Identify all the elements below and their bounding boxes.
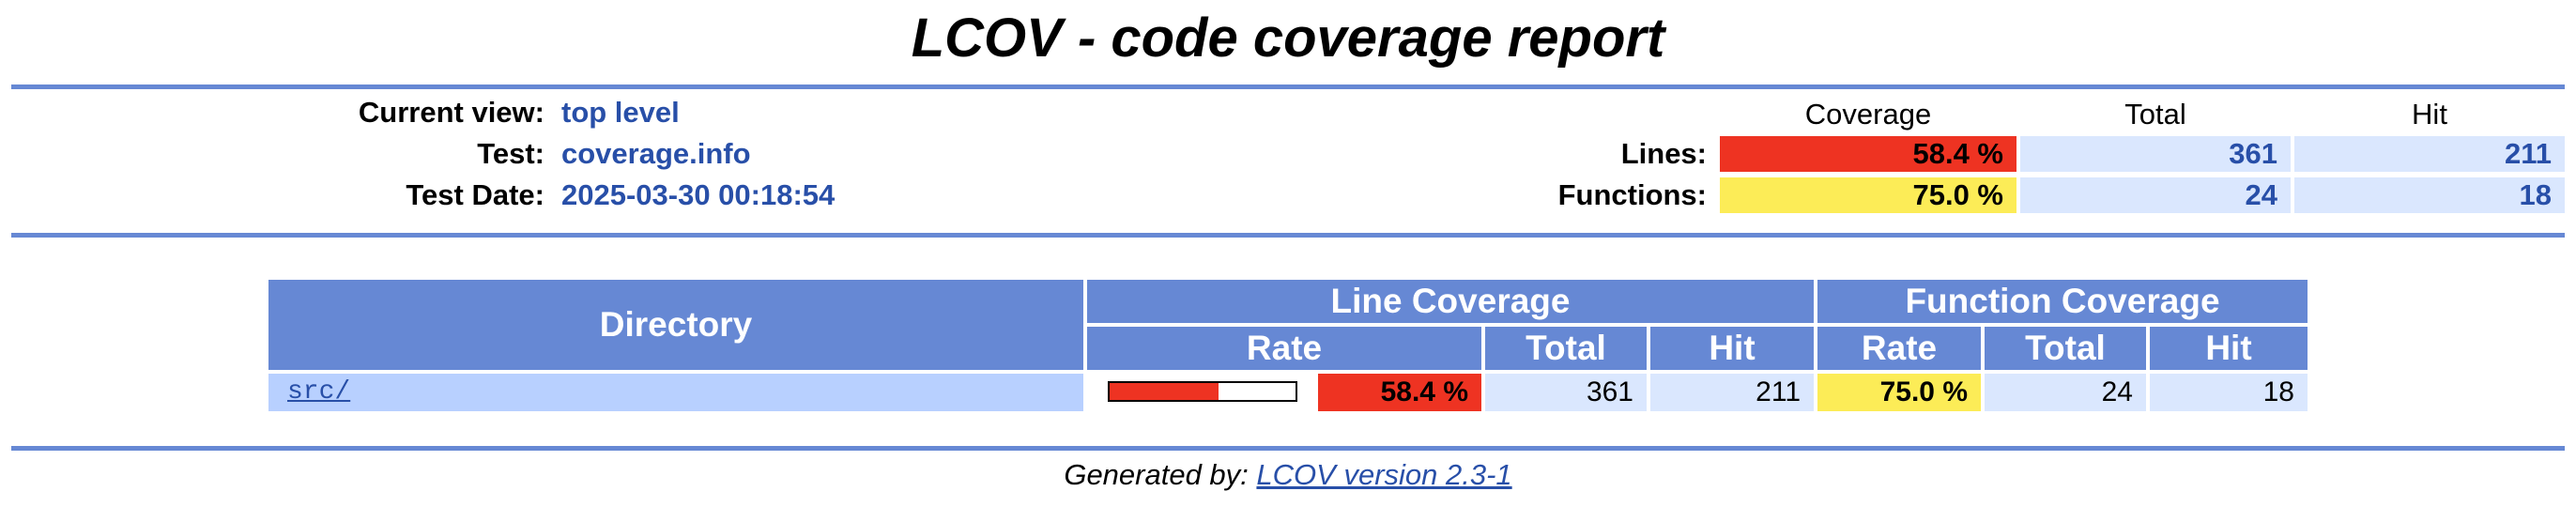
current-view-value: top level <box>561 96 680 129</box>
line-coverage-rate: 58.4 % <box>1318 374 1481 411</box>
directory-link[interactable]: src/ <box>287 377 351 407</box>
test-label: Test: <box>477 137 544 170</box>
table-row-directory: src/ <box>268 374 1083 411</box>
summary-functions-label: Functions: <box>1557 178 1707 211</box>
summary-lines-coverage: 58.4 % <box>1720 136 2016 172</box>
summary-hit-header: Hit <box>2412 98 2447 130</box>
line-total-header: Total <box>1485 327 1647 370</box>
summary-coverage-header: Coverage <box>1804 98 1932 130</box>
footer-divider <box>11 446 2565 451</box>
summary-total-header: Total <box>2124 98 2186 130</box>
summary-functions-hit: 18 <box>2294 177 2565 213</box>
summary-functions-coverage: 75.0 % <box>1720 177 2016 213</box>
header-divider-bottom <box>11 233 2565 238</box>
summary-lines-total: 361 <box>2020 136 2291 172</box>
footer: Generated by: LCOV version 2.3-1 <box>0 456 2576 494</box>
summary-lines-hit: 211 <box>2294 136 2565 172</box>
test-date-label: Test Date: <box>406 178 544 211</box>
header-divider-top <box>11 84 2565 89</box>
page-title: LCOV - code coverage report <box>911 8 1665 69</box>
current-view-label: Current view: <box>358 96 544 129</box>
line-coverage-group-header: Line Coverage <box>1087 280 1814 323</box>
directory-column-header: Directory <box>268 280 1083 370</box>
function-coverage-total: 24 <box>1985 374 2146 411</box>
line-coverage-bar <box>1108 381 1297 402</box>
footer-prefix: Generated by: <box>1064 458 1249 491</box>
line-coverage-bar-fill <box>1110 383 1219 400</box>
line-coverage-hit: 211 <box>1650 374 1814 411</box>
function-total-header: Total <box>1985 327 2146 370</box>
summary-functions-total: 24 <box>2020 177 2291 213</box>
summary-lines-label: Lines: <box>1620 137 1707 170</box>
function-rate-header: Rate <box>1817 327 1981 370</box>
function-coverage-hit: 18 <box>2150 374 2308 411</box>
test-value: coverage.info <box>561 137 751 170</box>
line-hit-header: Hit <box>1650 327 1814 370</box>
line-rate-header: Rate <box>1087 327 1481 370</box>
function-coverage-group-header: Function Coverage <box>1817 280 2308 323</box>
line-coverage-total: 361 <box>1485 374 1647 411</box>
function-coverage-rate: 75.0 % <box>1817 374 1981 411</box>
function-hit-header: Hit <box>2150 327 2308 370</box>
lcov-version-link[interactable]: LCOV version 2.3-1 <box>1256 458 1512 491</box>
test-date-value: 2025-03-30 00:18:54 <box>561 178 836 211</box>
line-coverage-bar-cell <box>1087 374 1318 411</box>
